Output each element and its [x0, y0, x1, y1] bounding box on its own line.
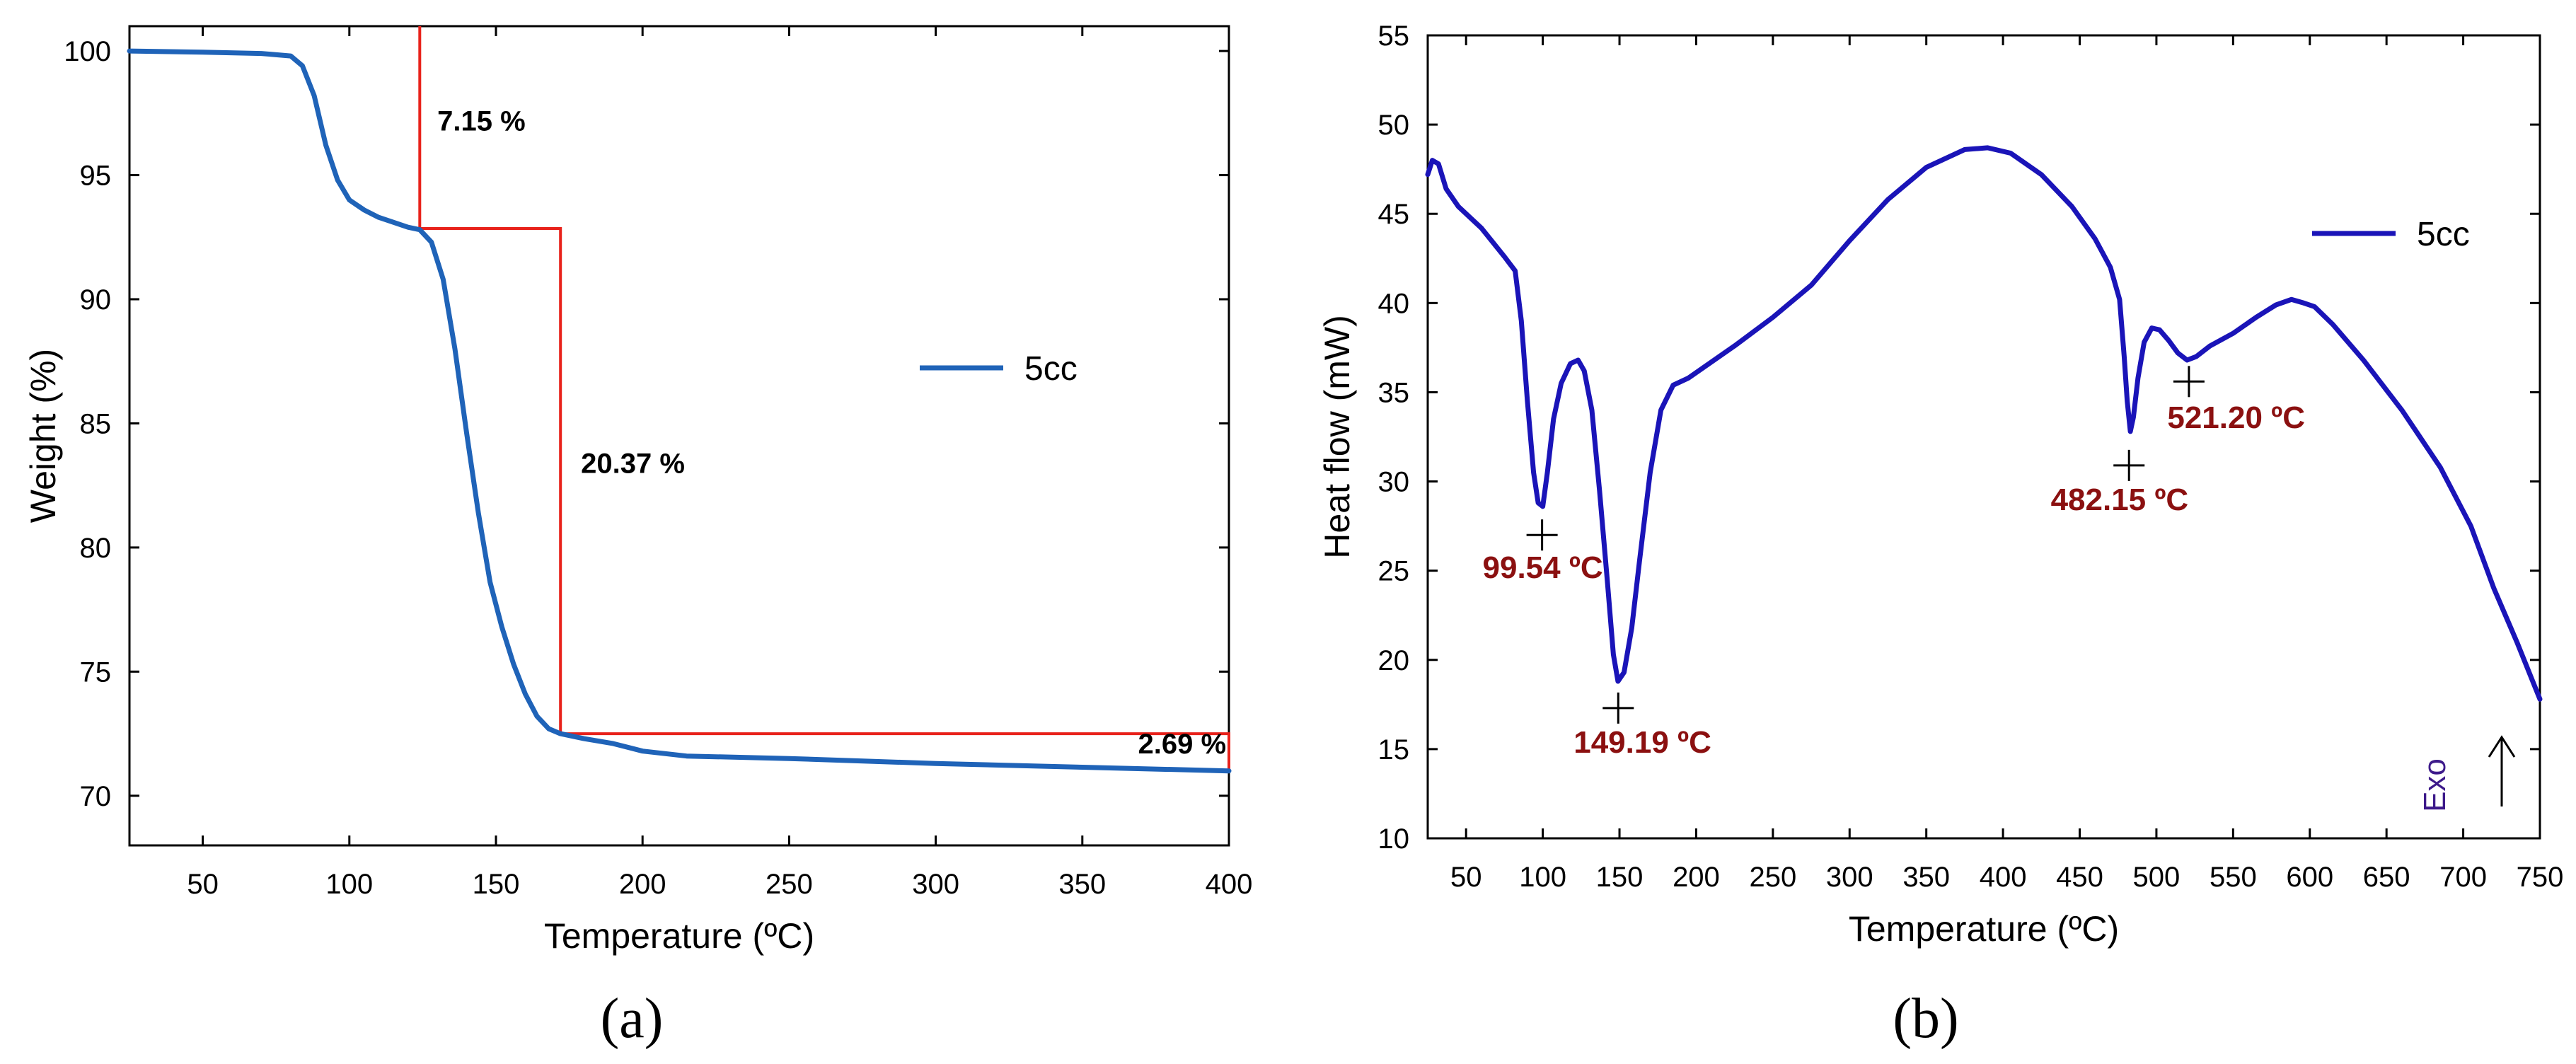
step-annotation-line	[418, 26, 1230, 771]
y-tick-label: 35	[1378, 377, 1410, 408]
plot-frame	[128, 25, 1230, 847]
x-tick-label: 150	[1596, 862, 1644, 893]
x-tick-label: 350	[1902, 862, 1950, 893]
x-tick-label: 550	[2210, 862, 2257, 893]
exo-label: Exo	[2418, 758, 2452, 812]
x-tick-label: 500	[2133, 862, 2181, 893]
legend-label: 5cc	[1024, 350, 1078, 388]
exo-arrow-head-icon	[2488, 735, 2516, 758]
x-tick-label: 50	[187, 869, 219, 900]
mass-loss-annotation: 20.37 %	[581, 449, 685, 480]
x-tick-label: 200	[1673, 862, 1720, 893]
x-tick-label: 400	[1206, 869, 1253, 900]
x-tick-label: 200	[619, 869, 666, 900]
y-tick-label: 50	[1378, 110, 1410, 141]
x-tick-label: 100	[325, 869, 373, 900]
x-tick-label: 150	[473, 869, 520, 900]
x-tick-label: 300	[1826, 862, 1873, 893]
mass-loss-annotation: 2.69 %	[1138, 729, 1227, 760]
x-tick-label: 700	[2439, 862, 2487, 893]
panel-label-a: (a)	[601, 988, 664, 1050]
x-tick-label: 750	[2517, 862, 2564, 893]
y-tick-label: 75	[80, 657, 112, 688]
y-tick-label: 85	[80, 408, 112, 439]
y-tick-label: 40	[1378, 288, 1410, 319]
y-axis-label: Heat flow (mW)	[1317, 315, 1357, 558]
series-line-5cc	[127, 48, 1232, 774]
y-axis-label: Weight (%)	[23, 349, 63, 523]
plot-frame	[1426, 34, 2541, 840]
y-tick-label: 90	[80, 284, 112, 316]
x-tick-label: 600	[2286, 862, 2333, 893]
y-tick-label: 95	[80, 161, 112, 192]
y-tick-label: 55	[1378, 21, 1410, 52]
x-tick-label: 300	[912, 869, 959, 900]
x-tick-label: 50	[1450, 862, 1482, 893]
x-tick-label: 400	[1980, 862, 2027, 893]
legend-label: 5cc	[2417, 216, 2470, 253]
panel-label-b: (b)	[1893, 988, 1958, 1050]
peak-label: 521.20 ºC	[2167, 400, 2305, 435]
x-tick-label: 250	[766, 869, 813, 900]
y-tick-label: 20	[1378, 645, 1410, 676]
y-tick-label: 100	[64, 36, 111, 67]
y-tick-label: 10	[1378, 823, 1410, 855]
peak-label: 99.54 ºC	[1483, 550, 1603, 585]
y-tick-label: 30	[1378, 467, 1410, 498]
x-axis-label: Temperature (ºC)	[544, 916, 814, 956]
x-tick-label: 450	[2056, 862, 2103, 893]
series-line-5cc	[1425, 145, 2543, 702]
x-axis-label: Temperature (ºC)	[1849, 909, 2119, 949]
peak-label: 149.19 ºC	[1573, 725, 1711, 760]
x-tick-label: 350	[1058, 869, 1106, 900]
y-tick-label: 15	[1378, 734, 1410, 765]
chart-b: 50 100 150 200 250 300 350 400 450 500 550 600 650 70…	[1317, 21, 2563, 949]
y-tick-label: 45	[1378, 199, 1410, 230]
mass-loss-annotation: 7.15 %	[437, 105, 526, 137]
peak-label: 482.15 ºC	[2051, 482, 2189, 517]
y-tick-label: 70	[80, 781, 112, 812]
x-tick-label: 650	[2363, 862, 2410, 893]
y-tick-label: 25	[1378, 556, 1410, 587]
y-tick-label: 80	[80, 533, 112, 564]
chart-a: 50 100 150 200 250 300 350 400 70 75 80 85 90 95 100 Te…	[23, 25, 1253, 956]
x-tick-label: 250	[1749, 862, 1796, 893]
x-tick-label: 100	[1519, 862, 1566, 893]
